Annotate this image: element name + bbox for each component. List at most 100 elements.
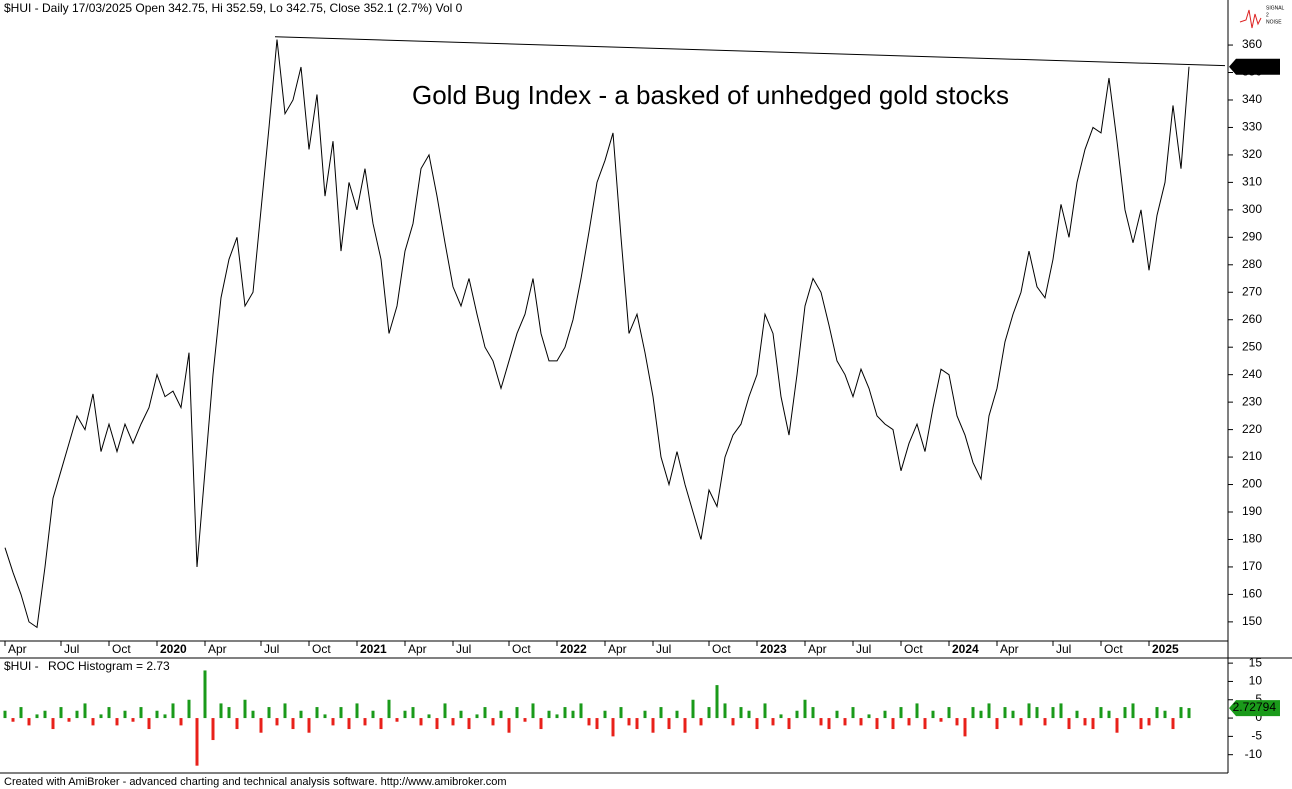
y-tick-label: 330 bbox=[1242, 120, 1262, 134]
roc-bar bbox=[803, 699, 807, 719]
roc-bar bbox=[467, 718, 471, 730]
roc-bar bbox=[523, 718, 527, 722]
y-tick-label: 200 bbox=[1242, 477, 1262, 491]
roc-bar bbox=[107, 707, 111, 719]
roc-bar bbox=[291, 718, 295, 730]
y-tick-label: 250 bbox=[1242, 339, 1262, 353]
roc-bar bbox=[1131, 703, 1135, 719]
roc-bar bbox=[27, 718, 31, 726]
roc-bar bbox=[283, 703, 287, 719]
roc-bar bbox=[403, 710, 407, 719]
roc-bar bbox=[875, 718, 879, 730]
last-value-label: 352.1 bbox=[1246, 59, 1276, 73]
roc-bar bbox=[915, 703, 919, 719]
roc-bar bbox=[1163, 710, 1167, 719]
roc-bar bbox=[363, 718, 367, 726]
roc-bar bbox=[59, 707, 63, 719]
y-tick-label: 190 bbox=[1242, 504, 1262, 518]
roc-bar bbox=[491, 718, 495, 726]
last-value-box bbox=[1229, 58, 1280, 75]
x-tick-label: Apr bbox=[808, 642, 827, 656]
footer: Created with AmiBroker - advanced charti… bbox=[4, 776, 507, 788]
x-tick-label: Oct bbox=[312, 642, 331, 656]
x-tick-label: Jul bbox=[456, 642, 471, 656]
roc-bar bbox=[1139, 718, 1143, 730]
roc-bar bbox=[899, 707, 903, 719]
last-value-box bbox=[1229, 700, 1280, 717]
roc-bar bbox=[1043, 718, 1047, 726]
roc-bar bbox=[691, 699, 695, 719]
x-tick-label: Apr bbox=[408, 642, 427, 656]
roc-bar bbox=[643, 710, 647, 719]
roc-bar bbox=[339, 707, 343, 719]
roc-bar bbox=[515, 707, 519, 719]
roc-bar bbox=[1107, 710, 1111, 719]
roc-bar bbox=[419, 718, 423, 726]
y-tick-label: 170 bbox=[1242, 559, 1262, 573]
roc-bar bbox=[771, 718, 775, 726]
logo: SIGNAL 2 NOISE bbox=[1239, 5, 1285, 29]
roc-bar bbox=[1147, 718, 1151, 726]
roc-bar bbox=[155, 710, 159, 719]
roc-bar bbox=[203, 670, 207, 719]
roc-bar bbox=[787, 718, 791, 730]
roc-bar bbox=[859, 718, 863, 726]
roc-bar bbox=[307, 718, 311, 733]
roc-bar bbox=[955, 718, 959, 726]
roc-bar bbox=[1011, 710, 1015, 719]
panel-title: ROC Histogram = 2.73 bbox=[48, 659, 170, 673]
roc-bar bbox=[75, 710, 79, 719]
roc-bar bbox=[723, 703, 727, 719]
roc-bar bbox=[547, 710, 551, 719]
logo-text: 2 bbox=[1266, 12, 1269, 18]
roc-bar bbox=[43, 710, 47, 719]
roc-bar bbox=[323, 714, 327, 719]
last-value-label: 2.72794 bbox=[1233, 700, 1277, 714]
roc-bar bbox=[131, 718, 135, 722]
y-tick-label: 360 bbox=[1242, 37, 1262, 51]
roc-bar bbox=[19, 707, 23, 719]
roc-bar bbox=[411, 707, 415, 719]
roc-bar bbox=[299, 710, 303, 719]
roc-bar bbox=[379, 718, 383, 730]
roc-bar bbox=[907, 718, 911, 726]
x-tick-label: Oct bbox=[712, 642, 731, 656]
roc-bar bbox=[739, 707, 743, 719]
roc-bar bbox=[123, 710, 127, 719]
y-tick-label: 280 bbox=[1242, 257, 1262, 271]
roc-bar bbox=[99, 714, 103, 719]
roc-bar bbox=[531, 703, 535, 719]
x-tick-label: Jul bbox=[1056, 642, 1071, 656]
roc-bar bbox=[595, 718, 599, 730]
roc-bar bbox=[971, 707, 975, 719]
roc-bar bbox=[923, 718, 927, 730]
y-tick-label: 150 bbox=[1242, 614, 1262, 628]
roc-bar bbox=[179, 718, 183, 726]
roc-bar bbox=[91, 718, 95, 726]
roc-bar bbox=[1067, 718, 1071, 730]
y-tick-label: 270 bbox=[1242, 284, 1262, 298]
roc-bar bbox=[267, 707, 271, 719]
y-tick-label: 240 bbox=[1242, 367, 1262, 381]
roc-bar bbox=[1179, 707, 1183, 719]
y-tick-label: -5 bbox=[1251, 729, 1262, 743]
roc-bar bbox=[979, 710, 983, 719]
y-tick-label: 15 bbox=[1249, 655, 1263, 669]
roc-bar bbox=[683, 718, 687, 733]
logo-text: SIGNAL bbox=[1266, 5, 1285, 11]
roc-bar bbox=[611, 718, 615, 737]
roc-bar bbox=[947, 707, 951, 719]
roc-bar bbox=[1123, 707, 1127, 719]
roc-bar bbox=[1091, 718, 1095, 730]
roc-bar bbox=[347, 718, 351, 730]
x-tick-label: Apr bbox=[208, 642, 227, 656]
y-tick-label: 210 bbox=[1242, 449, 1262, 463]
roc-bar bbox=[659, 707, 663, 719]
roc-bar bbox=[451, 718, 455, 726]
roc-bar bbox=[243, 699, 247, 719]
roc-bar bbox=[3, 710, 7, 719]
roc-bar bbox=[819, 718, 823, 726]
x-tick-label: Oct bbox=[904, 642, 923, 656]
x-tick-label: Jul bbox=[856, 642, 871, 656]
